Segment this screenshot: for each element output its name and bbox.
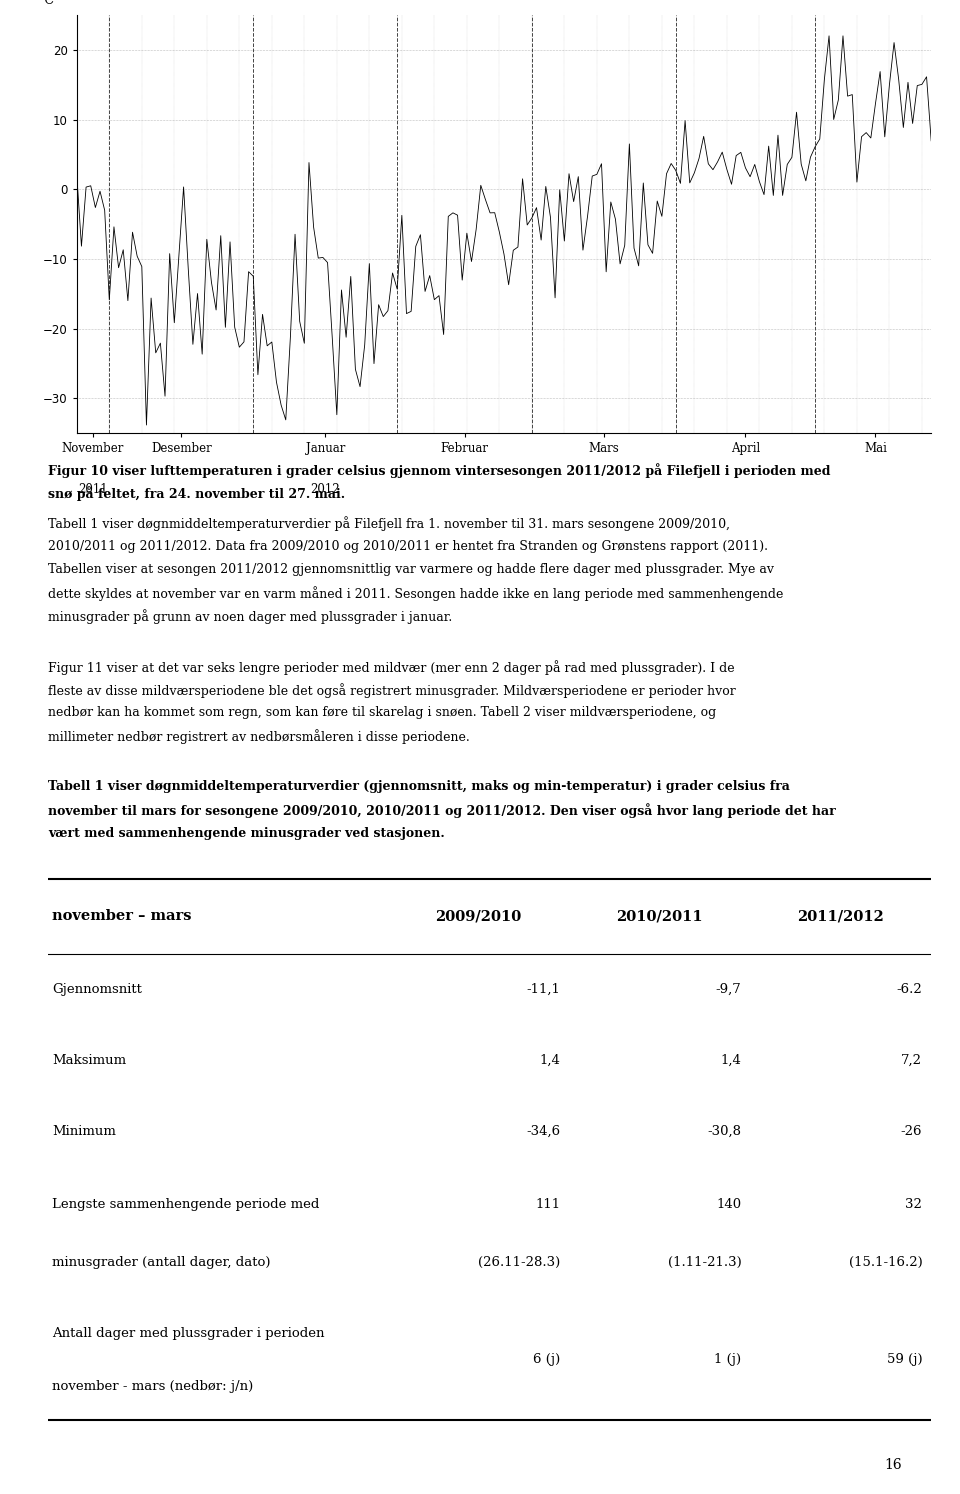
Text: 2010/2011 og 2011/2012. Data fra 2009/2010 og 2010/2011 er hentet fra Stranden o: 2010/2011 og 2011/2012. Data fra 2009/20… bbox=[48, 539, 768, 553]
Text: -9,7: -9,7 bbox=[715, 983, 741, 995]
Text: Tabell 1 viser døgnmiddeltemperaturverdier på Filefjell fra 1. november til 31. : Tabell 1 viser døgnmiddeltemperaturverdi… bbox=[48, 517, 730, 532]
Text: nedbør kan ha kommet som regn, som kan føre til skarelag i snøen. Tabell 2 viser: nedbør kan ha kommet som regn, som kan f… bbox=[48, 707, 716, 719]
Text: Minimum: Minimum bbox=[53, 1125, 116, 1138]
Text: (15.1-16.2): (15.1-16.2) bbox=[849, 1256, 923, 1270]
Text: minusgrader på grunn av noen dager med plussgrader i januar.: minusgrader på grunn av noen dager med p… bbox=[48, 610, 452, 624]
Text: Antall dager med plussgrader i perioden: Antall dager med plussgrader i perioden bbox=[53, 1327, 324, 1340]
Text: Tabellen viser at sesongen 2011/2012 gjennomsnittlig var varmere og hadde flere : Tabellen viser at sesongen 2011/2012 gje… bbox=[48, 563, 774, 575]
Text: 7,2: 7,2 bbox=[901, 1053, 923, 1067]
Text: 2011: 2011 bbox=[78, 484, 108, 496]
Text: 111: 111 bbox=[535, 1198, 561, 1212]
Text: november til mars for sesongene 2009/2010, 2010/2011 og 2011/2012. Den viser ogs: november til mars for sesongene 2009/201… bbox=[48, 804, 836, 819]
Text: 2010/2011: 2010/2011 bbox=[616, 910, 703, 923]
Text: Gjennomsnitt: Gjennomsnitt bbox=[53, 983, 142, 995]
Text: 32: 32 bbox=[905, 1198, 923, 1212]
Text: Figur 11 viser at det var seks lengre perioder med mildvær (mer enn 2 dager på r: Figur 11 viser at det var seks lengre pe… bbox=[48, 660, 734, 675]
Text: 2009/2010: 2009/2010 bbox=[436, 910, 521, 923]
Text: 2012: 2012 bbox=[310, 484, 340, 496]
Text: 140: 140 bbox=[716, 1198, 741, 1212]
Text: (26.11-28.3): (26.11-28.3) bbox=[478, 1256, 561, 1270]
Text: vært med sammenhengende minusgrader ved stasjonen.: vært med sammenhengende minusgrader ved … bbox=[48, 826, 444, 840]
Text: Figur 10 viser lufttemperaturen i grader celsius gjennom vintersesongen 2011/201: Figur 10 viser lufttemperaturen i grader… bbox=[48, 463, 830, 478]
Text: november - mars (nedbør: j/n): november - mars (nedbør: j/n) bbox=[53, 1380, 253, 1392]
Text: november – mars: november – mars bbox=[53, 910, 192, 923]
Text: 1 (j): 1 (j) bbox=[714, 1354, 741, 1367]
Text: -26: -26 bbox=[900, 1125, 923, 1138]
Text: -6.2: -6.2 bbox=[897, 983, 923, 995]
Text: (1.11-21.3): (1.11-21.3) bbox=[667, 1256, 741, 1270]
Text: fleste av disse mildværsperiodene ble det også registrert minusgrader. Mildværsp: fleste av disse mildværsperiodene ble de… bbox=[48, 683, 735, 698]
Text: dette skyldes at november var en varm måned i 2011. Sesongen hadde ikke en lang : dette skyldes at november var en varm må… bbox=[48, 586, 783, 601]
Text: 2011/2012: 2011/2012 bbox=[797, 910, 884, 923]
Text: -11,1: -11,1 bbox=[526, 983, 561, 995]
Text: 1,4: 1,4 bbox=[540, 1053, 561, 1067]
Text: Lengste sammenhengende periode med: Lengste sammenhengende periode med bbox=[53, 1198, 320, 1212]
Text: minusgrader (antall dager, dato): minusgrader (antall dager, dato) bbox=[53, 1256, 271, 1270]
Text: millimeter nedbør registrert av nedbørsmåleren i disse periodene.: millimeter nedbør registrert av nedbørsm… bbox=[48, 729, 469, 744]
Text: -34,6: -34,6 bbox=[526, 1125, 561, 1138]
Text: 16: 16 bbox=[885, 1458, 902, 1472]
Text: 1,4: 1,4 bbox=[720, 1053, 741, 1067]
Text: °C: °C bbox=[38, 0, 55, 6]
Text: 6 (j): 6 (j) bbox=[533, 1354, 561, 1367]
Text: 59 (j): 59 (j) bbox=[887, 1354, 923, 1367]
Text: snø på feltet, fra 24. november til 27. mai.: snø på feltet, fra 24. november til 27. … bbox=[48, 486, 346, 500]
Text: Maksimum: Maksimum bbox=[53, 1053, 127, 1067]
Text: -30,8: -30,8 bbox=[708, 1125, 741, 1138]
Text: Tabell 1 viser døgnmiddeltemperaturverdier (gjennomsnitt, maks og min-temperatur: Tabell 1 viser døgnmiddeltemperaturverdi… bbox=[48, 780, 790, 793]
